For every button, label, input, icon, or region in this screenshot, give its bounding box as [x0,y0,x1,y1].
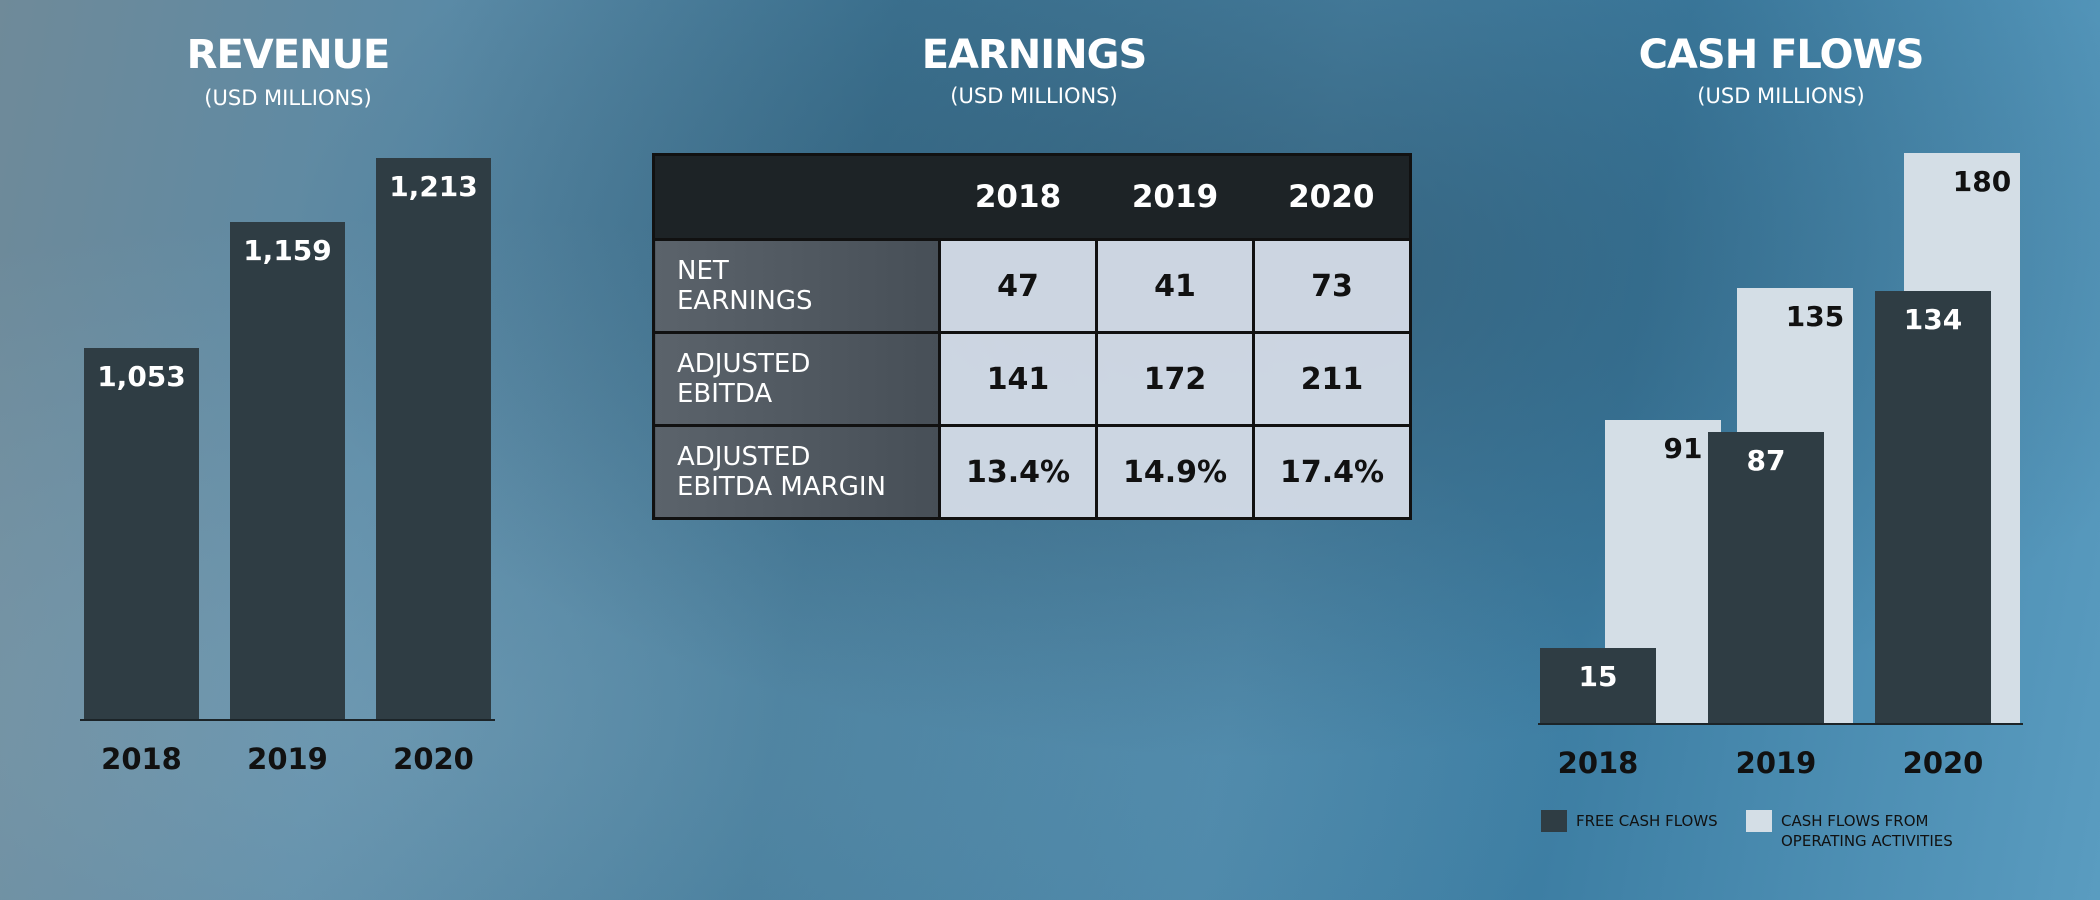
operating-cash-flow-value-label: 135 [1785,300,1845,333]
table-row: NET EARNINGS 47 41 73 [652,238,1412,334]
free-cash-flow-value-label: 87 [1746,444,1786,477]
table-cell: 172 [1095,331,1255,427]
revenue-bar [376,158,491,719]
row-label-line: EBITDA [677,379,773,409]
free-cash-flow-bar [1540,648,1656,723]
revenue-year-label: 2018 [101,742,182,776]
earnings-table: 2018 2019 2020 NET EARNINGS 47 41 73 ADJUST… [652,153,1412,520]
row-label-line: EBITDA MARGIN [677,472,886,502]
table-cell: 17.4% [1252,424,1412,520]
row-label-line: ADJUSTED [677,442,811,472]
table-row: ADJUSTED EBITDA 141 172 211 [652,331,1412,427]
revenue-year-label: 2019 [247,742,328,776]
cashflow-year-label: 2018 [1557,746,1639,780]
table-cell: 211 [1252,331,1412,427]
table-cell: 47 [938,238,1098,334]
operating-cash-flow-value-label: 180 [1952,165,2012,198]
revenue-baseline [80,719,495,721]
cashflows-title: CASH FLOWS [1638,32,1925,78]
revenue-subtitle: (USD MILLIONS) [204,86,372,110]
free-cash-flow-bar [1708,432,1824,723]
legend-swatch-free-cash-flows [1541,810,1567,832]
table-cell: 73 [1252,238,1412,334]
legend-line: OPERATING ACTIVITIES [1781,832,1953,850]
revenue-year-label: 2020 [393,742,474,776]
legend-label-operating-cash-flows: CASH FLOWS FROM OPERATING ACTIVITIES [1781,811,1953,851]
table-cell: 13.4% [938,424,1098,520]
column-header: 2020 [1253,154,1411,240]
table-cell: 14.9% [1095,424,1255,520]
row-label-line: NET [677,256,729,286]
table-cell: 141 [938,331,1098,427]
row-label-line: ADJUSTED [677,349,811,379]
legend-swatch-operating-cash-flows [1746,810,1772,832]
free-cash-flow-value-label: 134 [1903,303,1963,336]
free-cash-flow-value-label: 15 [1578,660,1618,693]
row-label: ADJUSTED EBITDA MARGIN [652,424,941,520]
cashflows-subtitle: (USD MILLIONS) [1697,84,1865,108]
earnings-subtitle: (USD MILLIONS) [950,84,1118,108]
table-cell: 41 [1095,238,1255,334]
free-cash-flow-bar [1875,291,1991,723]
cashflow-baseline [1538,723,2023,725]
operating-cash-flow-value-label: 91 [1663,432,1703,465]
revenue-value-label: 1,213 [389,170,478,203]
revenue-bar [84,347,199,719]
cashflow-year-label: 2019 [1735,746,1817,780]
revenue-title: REVENUE [186,32,391,78]
row-label: NET EARNINGS [652,238,941,334]
column-header: 2019 [1096,154,1254,240]
revenue-value-label: 1,053 [97,359,186,393]
row-label-line: EARNINGS [677,286,813,316]
revenue-value-label: 1,159 [243,234,332,268]
earnings-title: EARNINGS [921,32,1148,78]
table-header-row: 2018 2019 2020 [653,154,1411,240]
legend-label-free-cash-flows: FREE CASH FLOWS [1576,812,1718,830]
revenue-bar [230,222,345,719]
legend-line: CASH FLOWS FROM [1781,812,1929,830]
column-header: 2018 [939,154,1097,240]
cashflow-year-label: 2020 [1902,746,1984,780]
row-label: ADJUSTED EBITDA [652,331,941,427]
table-row: ADJUSTED EBITDA MARGIN 13.4% 14.9% 17.4% [652,424,1412,520]
